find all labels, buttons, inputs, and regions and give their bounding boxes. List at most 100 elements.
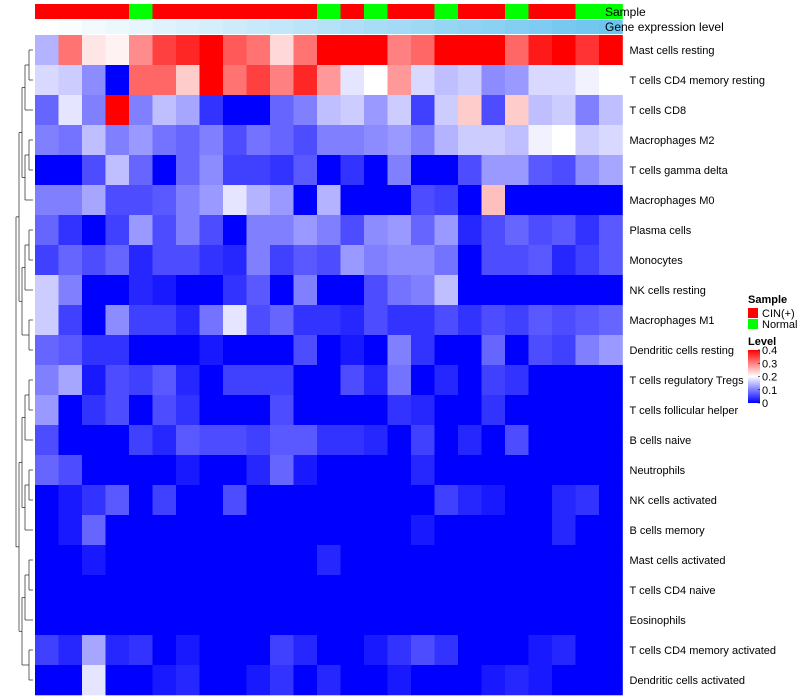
heatmap-cell	[223, 515, 247, 546]
heatmap-cell	[152, 245, 177, 276]
heatmap-cell	[387, 245, 412, 276]
heatmap-cell	[317, 245, 341, 276]
heatmap-cell	[364, 605, 388, 636]
heatmap-cell	[481, 65, 506, 96]
heatmap-cell	[575, 335, 600, 366]
heatmap-cell	[176, 545, 200, 576]
heatmap-cell	[152, 605, 177, 636]
heatmap-cell	[129, 365, 153, 396]
expression-annotation-cell	[505, 20, 529, 34]
heatmap-cell	[105, 95, 130, 126]
heatmap-cell	[58, 455, 83, 486]
heatmap-cell	[58, 665, 83, 696]
heatmap-cell	[481, 275, 506, 306]
heatmap-cell	[317, 305, 341, 336]
heatmap-cell	[223, 305, 247, 336]
heatmap-cell	[528, 35, 553, 66]
heatmap-cell	[434, 575, 459, 606]
heatmap-cell	[411, 305, 435, 336]
heatmap-cell	[270, 65, 294, 96]
heatmap-cell	[599, 95, 623, 126]
heatmap-cell	[364, 425, 388, 456]
heatmap-cell	[293, 635, 318, 666]
heatmap-cell	[599, 35, 623, 66]
heatmap-cell	[58, 365, 83, 396]
heatmap-cell	[199, 185, 224, 216]
heatmap-cell	[223, 575, 247, 606]
heatmap-cell	[505, 275, 529, 306]
heatmap-cell	[387, 215, 412, 246]
heatmap-cell	[223, 35, 247, 66]
heatmap-cell	[270, 635, 294, 666]
heatmap-cell	[293, 215, 318, 246]
heatmap-cell	[199, 35, 224, 66]
row-label: NK cells resting	[630, 285, 706, 297]
legend-sample-label: Normal	[762, 319, 797, 331]
heatmap-cell	[458, 515, 482, 546]
heatmap-cell	[82, 545, 106, 576]
heatmap-cell	[458, 245, 482, 276]
heatmap-cell	[387, 425, 412, 456]
heatmap-cell	[129, 215, 153, 246]
heatmap-cell	[270, 365, 294, 396]
heatmap-cell	[481, 485, 506, 516]
heatmap-cell	[82, 635, 106, 666]
heatmap-cell	[340, 455, 365, 486]
heatmap-cell	[387, 455, 412, 486]
heatmap-cell	[105, 335, 130, 366]
heatmap-cell	[82, 515, 106, 546]
legend-level-label: 0.4	[762, 345, 777, 357]
heatmap-cell	[223, 605, 247, 636]
heatmap-cell	[82, 365, 106, 396]
heatmap-cell	[411, 635, 435, 666]
heatmap-cell	[364, 545, 388, 576]
heatmap-cell	[481, 635, 506, 666]
heatmap-cell	[387, 365, 412, 396]
heatmap-cell	[387, 95, 412, 126]
heatmap-cell	[552, 155, 576, 186]
heatmap-cell	[387, 635, 412, 666]
sample-annotation-cell	[505, 4, 529, 19]
heatmap-cell	[387, 155, 412, 186]
legend-level-title: Level	[748, 336, 776, 348]
heatmap-cell	[505, 395, 529, 426]
heatmap-cell	[293, 605, 318, 636]
heatmap-cell	[411, 365, 435, 396]
heatmap-cell	[199, 605, 224, 636]
heatmap-cell	[599, 635, 623, 666]
heatmap-cell	[223, 245, 247, 276]
heatmap-cell	[434, 365, 459, 396]
heatmap-cell	[35, 575, 59, 606]
heatmap-cell	[270, 575, 294, 606]
heatmap-cell	[528, 65, 553, 96]
heatmap-cell	[35, 65, 59, 96]
expression-annotation-cell	[176, 20, 200, 34]
heatmap-cell	[575, 245, 600, 276]
heatmap-cell	[293, 65, 318, 96]
heatmap-cell	[176, 155, 200, 186]
sample-annotation-cell	[364, 4, 388, 19]
heatmap-cell	[411, 545, 435, 576]
sample-annotation-cell	[129, 4, 153, 19]
heatmap-cell	[599, 305, 623, 336]
heatmap-cell	[458, 185, 482, 216]
heatmap-cell	[223, 425, 247, 456]
sample-annotation-label: Sample	[605, 5, 646, 19]
heatmap-cell	[105, 635, 130, 666]
heatmap-cell	[528, 155, 553, 186]
heatmap-cell	[340, 215, 365, 246]
heatmap-cell	[129, 35, 153, 66]
legend-sample-label: CIN(+)	[762, 308, 795, 320]
heatmap-cell	[505, 215, 529, 246]
heatmap-cell	[129, 515, 153, 546]
heatmap-cell	[340, 365, 365, 396]
heatmap-cell	[246, 665, 271, 696]
heatmap-cell	[35, 155, 59, 186]
heatmap-cell	[340, 275, 365, 306]
heatmap-cell	[105, 155, 130, 186]
heatmap-cell	[58, 575, 83, 606]
heatmap-cell	[176, 335, 200, 366]
heatmap-cell	[152, 185, 177, 216]
expression-annotation-cell	[58, 20, 83, 34]
heatmap-cell	[364, 335, 388, 366]
